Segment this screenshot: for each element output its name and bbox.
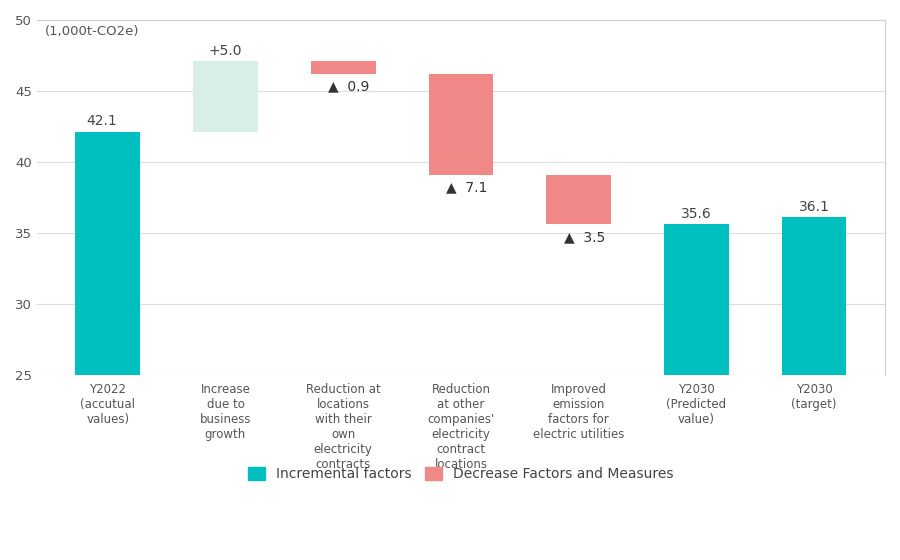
Text: 42.1: 42.1 xyxy=(86,114,117,128)
Bar xyxy=(76,132,140,375)
Bar xyxy=(664,225,729,375)
Bar xyxy=(782,217,846,375)
Bar xyxy=(194,61,258,132)
Text: 36.1: 36.1 xyxy=(798,200,830,214)
Bar xyxy=(310,61,375,74)
Text: ▲  3.5: ▲ 3.5 xyxy=(564,230,605,244)
Text: +5.0: +5.0 xyxy=(209,44,242,58)
Text: (1,000t-CO2e): (1,000t-CO2e) xyxy=(45,25,140,38)
Text: ▲  7.1: ▲ 7.1 xyxy=(446,180,488,194)
Bar xyxy=(546,175,611,225)
Bar xyxy=(428,74,493,175)
Text: 35.6: 35.6 xyxy=(681,207,712,221)
Text: ▲  0.9: ▲ 0.9 xyxy=(328,80,370,94)
Legend: Incremental factors, Decrease Factors and Measures: Incremental factors, Decrease Factors an… xyxy=(248,468,674,482)
